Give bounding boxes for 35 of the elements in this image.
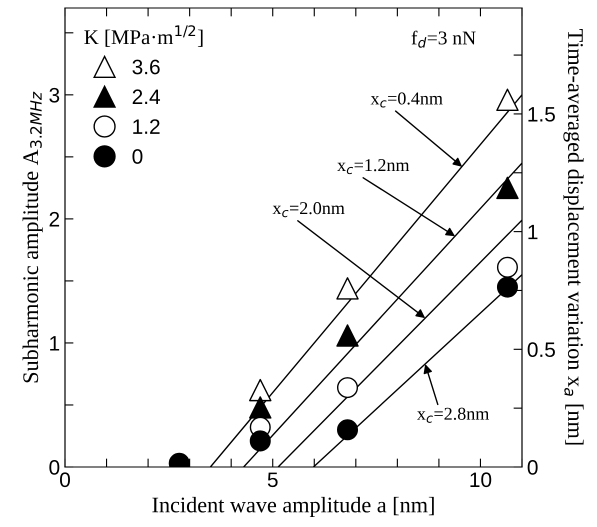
annotation: x$_{c}$=2.0nm bbox=[272, 202, 345, 218]
y-tick-label: 1 bbox=[50, 336, 60, 350]
legend-title: K [MPa·m$^{1/2}$] bbox=[84, 25, 203, 47]
point bbox=[496, 176, 519, 200]
point bbox=[496, 256, 518, 278]
y2-tick-label: 1.5 bbox=[528, 107, 555, 122]
annotation: x$_{c}$=0.4nm bbox=[370, 92, 443, 108]
point bbox=[336, 419, 358, 440]
legend-label: 2.4 bbox=[132, 89, 160, 104]
y2-tick-label: 0.5 bbox=[528, 342, 555, 358]
y2-tick-label: 0 bbox=[528, 460, 538, 475]
y-tick-label: 2 bbox=[50, 212, 60, 226]
point bbox=[336, 277, 359, 300]
point bbox=[336, 324, 359, 347]
legend-label: 0 bbox=[132, 149, 142, 164]
x-axis-title: Incident wave amplitude a [nm] bbox=[152, 496, 434, 517]
point bbox=[336, 377, 358, 398]
point bbox=[496, 88, 519, 112]
legend-label: 3.6 bbox=[132, 60, 160, 74]
y-tick-label: 0 bbox=[49, 460, 60, 475]
point bbox=[250, 430, 271, 452]
point bbox=[249, 396, 272, 419]
y2-tick-label: 1 bbox=[528, 224, 538, 240]
y2-axis-title: Time-averaged displacement variation x$_{a}$ [nm] bbox=[563, 29, 584, 445]
x-tick-label: 5 bbox=[268, 472, 278, 488]
annotation: x$_{c}$=1.2nm bbox=[337, 159, 410, 174]
point bbox=[249, 378, 272, 402]
y-axis-title: Subharmonic amplitude A$_{3.2MHz}$ bbox=[22, 92, 43, 382]
legend-label: 1.2 bbox=[133, 119, 160, 134]
y-tick-label: 3 bbox=[49, 88, 60, 103]
x-tick-label: 0 bbox=[60, 472, 70, 488]
annotation: f$_{d}$=3 nN bbox=[412, 30, 476, 48]
point bbox=[496, 276, 518, 298]
annotation: x$_{c}$=2.8nm bbox=[417, 408, 490, 423]
x-tick-label: 10 bbox=[470, 472, 492, 488]
